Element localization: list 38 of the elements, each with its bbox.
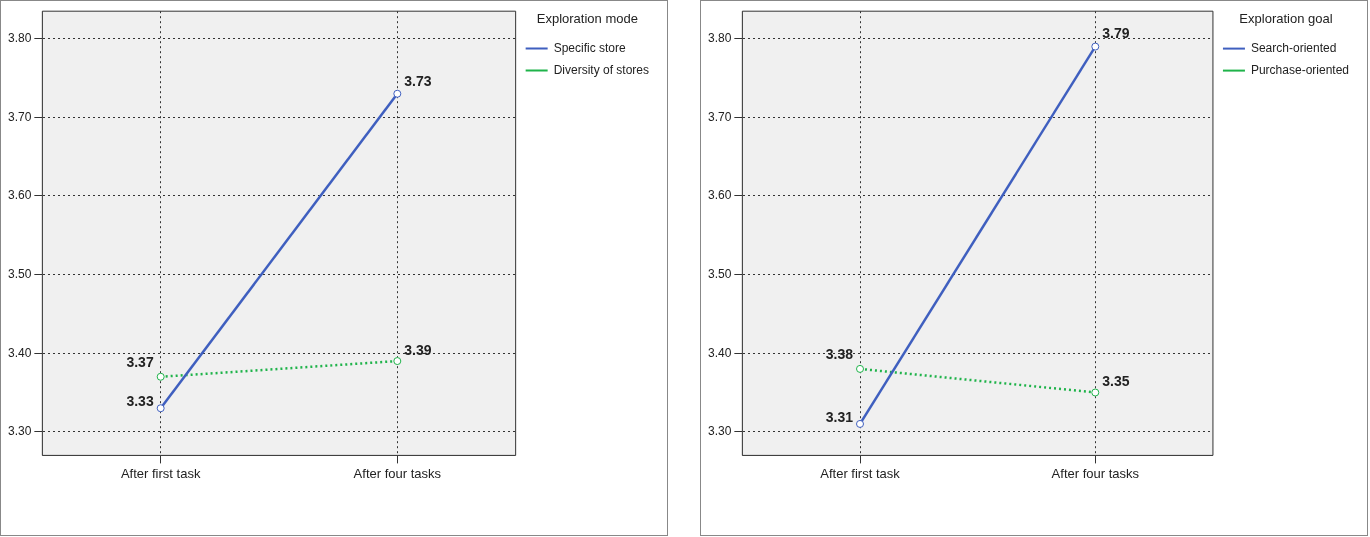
point bbox=[1091, 42, 1100, 51]
data-label: 3.37 bbox=[126, 353, 154, 370]
point bbox=[156, 372, 165, 381]
x-tick-label: After four tasks bbox=[1051, 465, 1140, 481]
x-tick-label: After first task bbox=[120, 465, 201, 481]
legend-label: Diversity of stores bbox=[553, 62, 649, 77]
point bbox=[856, 419, 864, 428]
data-label: 3.73 bbox=[404, 72, 432, 89]
point bbox=[156, 404, 165, 413]
data-label: 3.79 bbox=[1102, 25, 1130, 42]
y-tick-label: 3.60 bbox=[708, 188, 732, 203]
y-tick-label: 3.70 bbox=[708, 109, 732, 124]
point bbox=[856, 364, 864, 373]
data-label: 3.38 bbox=[825, 345, 854, 362]
legend-label: Specific store bbox=[553, 40, 626, 55]
legend-title: Exploration mode bbox=[536, 11, 638, 27]
legend-title: Exploration goal bbox=[1239, 11, 1333, 27]
x-tick-label: After first task bbox=[820, 465, 901, 481]
y-tick-label: 3.30 bbox=[8, 424, 32, 439]
point bbox=[393, 357, 402, 366]
data-label: 3.33 bbox=[126, 393, 154, 410]
y-tick-label: 3.70 bbox=[8, 109, 32, 124]
x-tick-label: After four tasks bbox=[353, 465, 442, 481]
data-label: 3.31 bbox=[825, 408, 854, 425]
y-tick-label: 3.40 bbox=[708, 345, 732, 360]
y-tick-label: 3.80 bbox=[708, 31, 732, 46]
legend-label: Search-oriented bbox=[1250, 40, 1337, 55]
y-tick-label: 3.60 bbox=[8, 188, 32, 203]
y-tick-label: 3.30 bbox=[708, 424, 732, 439]
y-tick-label: 3.80 bbox=[8, 31, 32, 46]
y-tick-label: 3.50 bbox=[8, 266, 32, 281]
y-tick-label: 3.50 bbox=[708, 266, 732, 281]
data-label: 3.35 bbox=[1102, 373, 1130, 390]
y-tick-label: 3.40 bbox=[8, 345, 32, 360]
data-label: 3.39 bbox=[404, 341, 432, 358]
legend-label: Purchase-oriented bbox=[1250, 62, 1350, 77]
point bbox=[1091, 388, 1100, 397]
point bbox=[393, 89, 402, 98]
